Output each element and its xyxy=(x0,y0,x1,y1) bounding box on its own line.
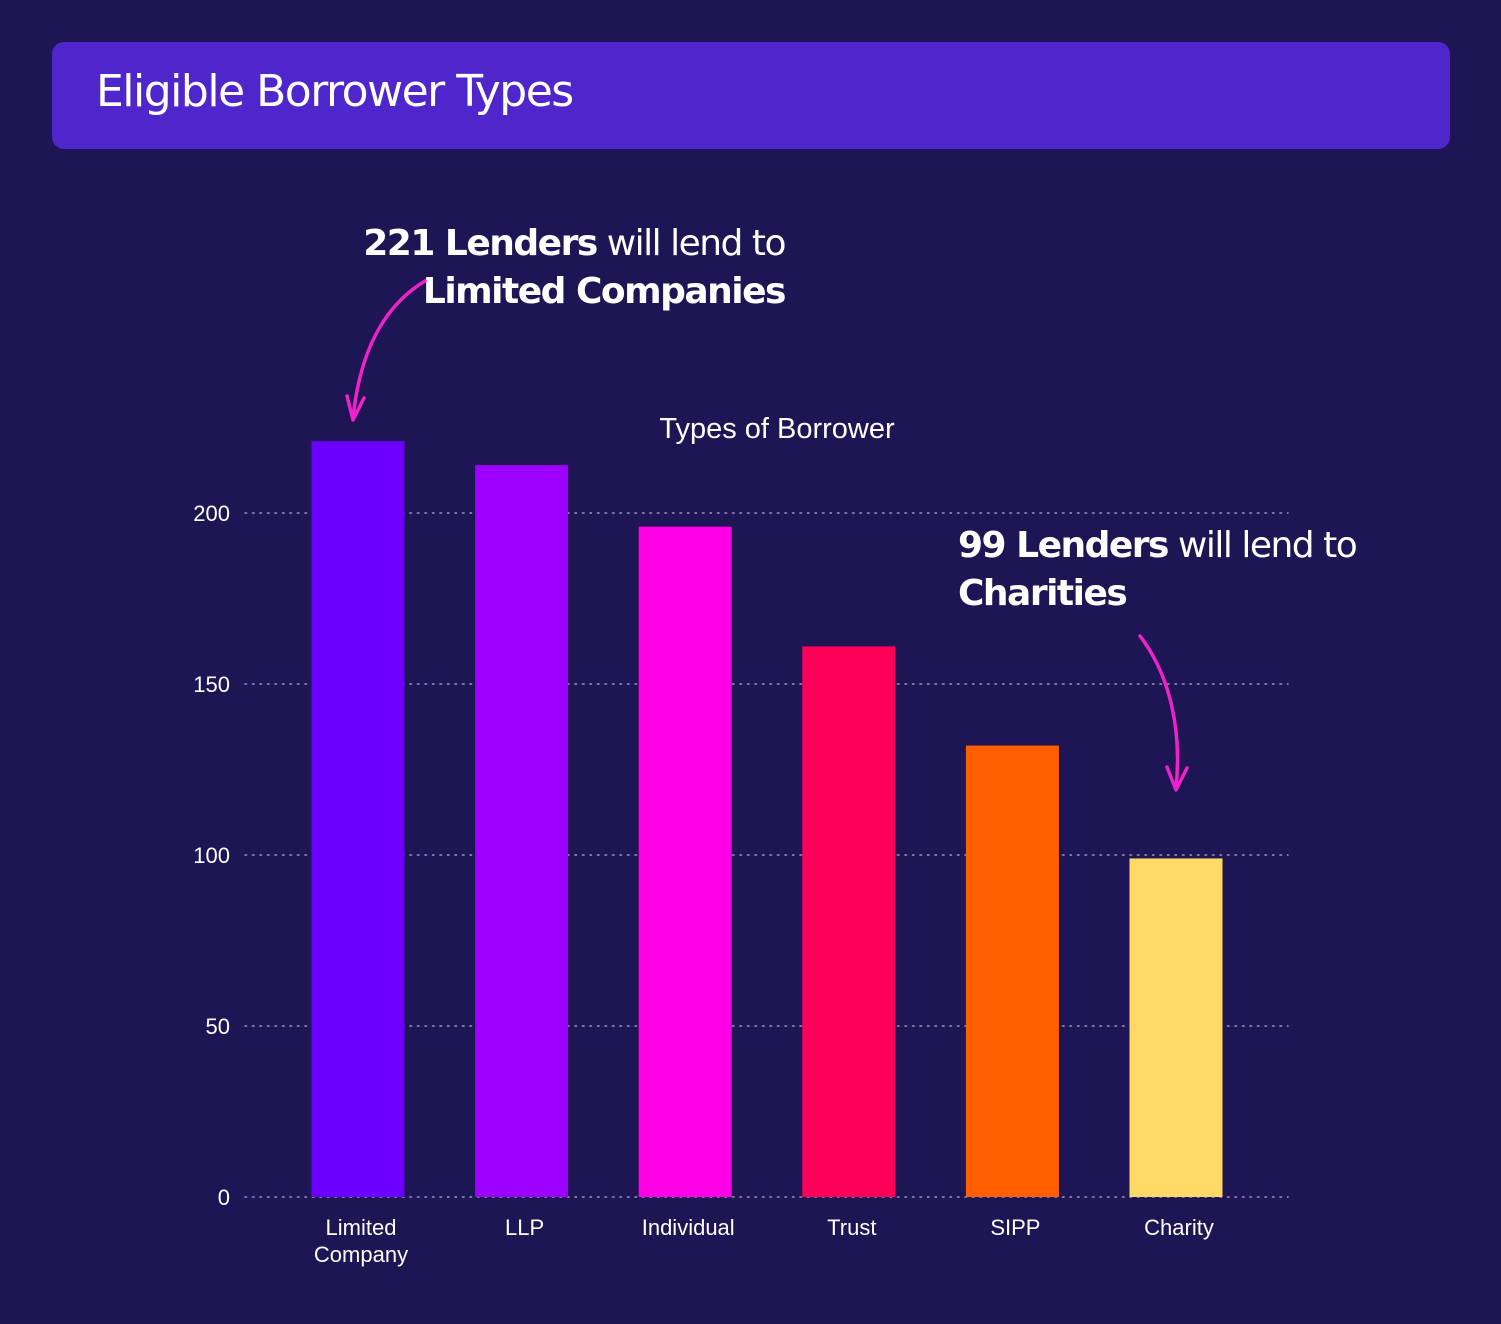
bar-trust xyxy=(802,646,896,1197)
bar-charity xyxy=(1129,858,1223,1197)
bar-individual xyxy=(638,526,732,1197)
arrowhead-icon xyxy=(1165,765,1189,792)
bar-sipp xyxy=(965,745,1059,1197)
x-tick-label: SIPP xyxy=(990,1215,1040,1240)
callout-text: will lend to xyxy=(1167,525,1358,566)
callout-target: Limited Companies xyxy=(422,271,787,312)
bar-limited-company xyxy=(311,441,405,1197)
x-tick-label: Individual xyxy=(642,1215,735,1240)
y-tick-label: 200 xyxy=(193,501,230,526)
y-tick-label: 0 xyxy=(218,1185,230,1210)
arrow-icon xyxy=(351,279,427,420)
callout-charities: 99 Lenders will lend to Charities xyxy=(958,522,1378,618)
y-tick-label: 50 xyxy=(206,1014,230,1039)
y-tick-label: 100 xyxy=(193,843,230,868)
callout-text: will lend to xyxy=(596,223,787,264)
y-tick-label: 150 xyxy=(193,672,230,697)
callout-limited-companies: 221 Lenders will lend to Limited Compani… xyxy=(340,220,787,316)
x-tick-label: Limited xyxy=(326,1215,397,1240)
callout-count: 221 Lenders xyxy=(363,223,598,264)
x-tick-label: Trust xyxy=(827,1215,876,1240)
page-title: Eligible Borrower Types xyxy=(96,66,574,117)
arrowhead-icon xyxy=(345,394,366,422)
x-tick-label: Company xyxy=(314,1242,408,1267)
header-banner: Eligible Borrower Types xyxy=(52,42,1450,149)
callout-target: Charities xyxy=(958,573,1128,614)
arrow-icon xyxy=(1138,634,1180,790)
callout-count: 99 Lenders xyxy=(958,525,1169,566)
x-tick-label: LLP xyxy=(505,1215,544,1240)
bar-llp xyxy=(475,465,569,1197)
chart-title: Types of Borrower xyxy=(659,413,895,445)
x-tick-label: Charity xyxy=(1144,1215,1214,1240)
